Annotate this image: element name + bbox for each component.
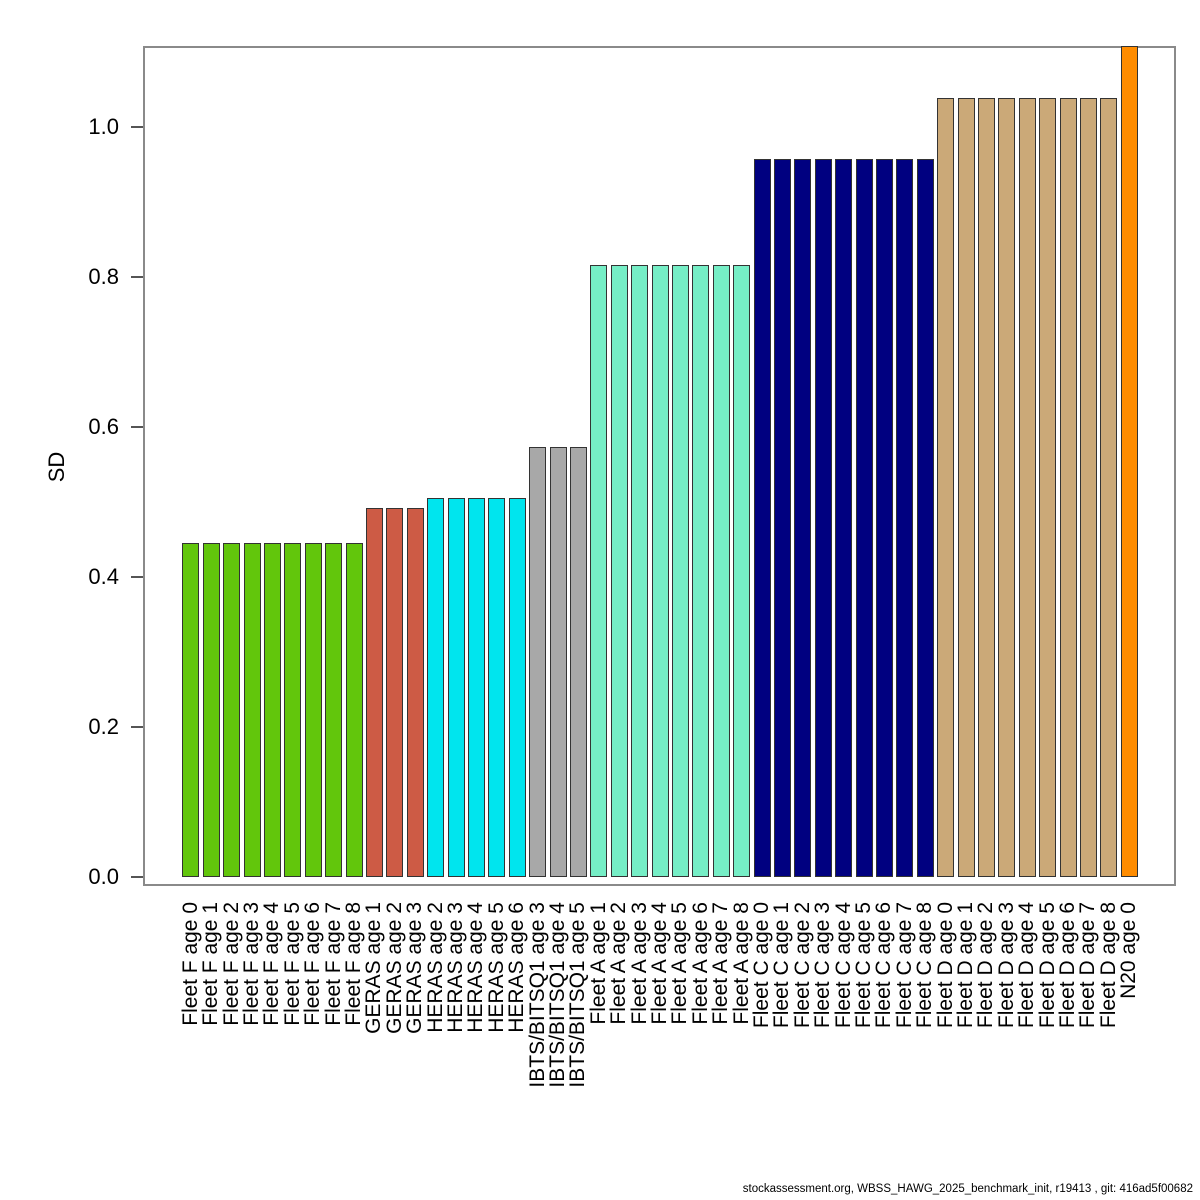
y-tick-label: 1.0 [88, 114, 119, 139]
bar-fleet-a-age-6 [692, 265, 710, 877]
bar-fleet-d-age-2 [977, 97, 995, 877]
y-tick-label: 0.6 [88, 414, 119, 439]
bar-fleet-c-age-0 [753, 159, 771, 877]
y-tick-mark [131, 726, 143, 728]
bar-fleet-a-age-5 [671, 265, 689, 877]
bar-ibts-bitsq1-age-4 [549, 447, 567, 877]
bar-fleet-d-age-5 [1039, 97, 1057, 877]
bar-fleet-d-age-8 [1100, 97, 1118, 877]
bar-heras-age-2 [427, 497, 445, 877]
y-tick-label: 0.4 [88, 564, 119, 589]
bar-fleet-d-age-4 [1018, 97, 1036, 877]
y-tick-mark [131, 876, 143, 878]
bar-heras-age-3 [447, 497, 465, 877]
bar-fleet-f-age-0 [182, 543, 200, 877]
y-axis-title: SD [44, 451, 69, 483]
bar-n20-age-0 [1120, 46, 1138, 877]
bar-fleet-c-age-7 [896, 159, 914, 877]
bar-ibts-bitsq1-age-5 [569, 447, 587, 877]
bar-fleet-d-age-6 [1059, 97, 1077, 877]
y-tick-label: 0.8 [88, 264, 119, 289]
bar-fleet-d-age-1 [957, 97, 975, 877]
bar-fleet-c-age-3 [814, 159, 832, 877]
bar-fleet-f-age-3 [243, 543, 261, 877]
bar-fleet-c-age-1 [773, 159, 791, 877]
bar-fleet-d-age-3 [998, 97, 1016, 877]
bar-fleet-f-age-1 [202, 543, 220, 877]
y-tick-label: 0.2 [88, 714, 119, 739]
bar-geras-age-2 [386, 508, 404, 877]
y-tick-mark [131, 426, 143, 428]
bar-heras-age-4 [467, 497, 485, 877]
footer-note: stockassessment.org, WBSS_HAWG_2025_benc… [742, 1183, 1193, 1195]
bar-heras-age-6 [508, 497, 526, 877]
bar-fleet-d-age-7 [1079, 97, 1097, 877]
bar-fleet-f-age-4 [263, 543, 281, 877]
bar-fleet-f-age-5 [284, 543, 302, 877]
bar-geras-age-1 [365, 508, 383, 877]
bar-fleet-f-age-7 [325, 543, 343, 877]
y-tick-mark [131, 576, 143, 578]
bar-fleet-c-age-6 [875, 159, 893, 877]
bar-fleet-a-age-2 [610, 265, 628, 877]
y-tick-label: 0.0 [88, 864, 119, 889]
y-tick-mark [131, 276, 143, 278]
bar-fleet-c-age-2 [794, 159, 812, 877]
bar-fleet-d-age-0 [937, 97, 955, 877]
y-tick-mark [131, 126, 143, 128]
bar-fleet-a-age-7 [712, 265, 730, 877]
bar-fleet-c-age-4 [835, 159, 853, 877]
x-tick-label: N20 age 0 [1117, 902, 1141, 999]
bar-heras-age-5 [488, 497, 506, 877]
bar-fleet-a-age-8 [733, 265, 751, 877]
bar-ibts-bitsq1-age-3 [529, 447, 547, 877]
bar-fleet-c-age-8 [916, 159, 934, 877]
bar-fleet-f-age-2 [223, 543, 241, 877]
bar-fleet-a-age-3 [631, 265, 649, 877]
bar-fleet-f-age-6 [304, 543, 322, 877]
bar-fleet-a-age-1 [590, 265, 608, 877]
bar-geras-age-3 [406, 508, 424, 877]
bar-fleet-a-age-4 [651, 265, 669, 877]
bar-fleet-f-age-8 [345, 543, 363, 877]
bar-fleet-c-age-5 [855, 159, 873, 877]
